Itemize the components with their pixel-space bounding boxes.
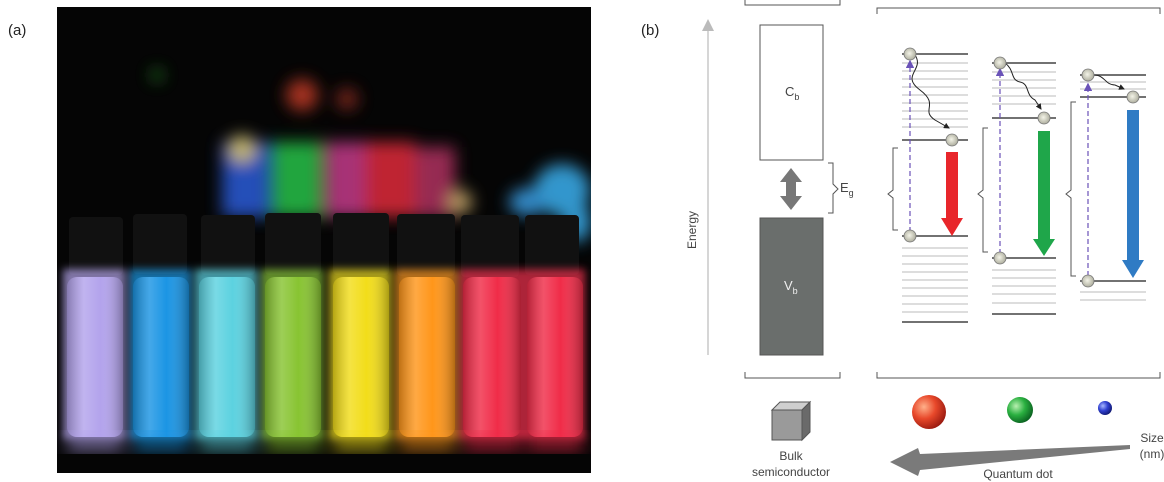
quantum-dot-top-bracket bbox=[876, 7, 1161, 14]
quantum-dot-large-relaxation bbox=[911, 54, 950, 129]
bulk-label-line1: Bulk bbox=[779, 449, 803, 463]
quantum-dot-label: Quantum dot bbox=[983, 467, 1053, 481]
panel-a-label: (a) bbox=[8, 22, 27, 39]
quantum-dot-medium-relaxation bbox=[1004, 62, 1042, 110]
size-label-line2: (nm) bbox=[1140, 447, 1164, 461]
red-emission-arrow-head bbox=[941, 218, 963, 236]
hole-icon bbox=[903, 229, 917, 243]
bulk-bottom-bracket bbox=[744, 372, 841, 379]
bandgap-label: Eg bbox=[840, 180, 854, 198]
bulk-bandgap-double-arrow bbox=[780, 168, 802, 210]
bulk-top-bracket bbox=[744, 0, 841, 6]
small-quantum-dot-sphere bbox=[1098, 401, 1112, 415]
large-quantum-dot-sphere bbox=[912, 395, 946, 429]
blue-emission-arrow-shaft bbox=[1127, 110, 1139, 262]
quantum-dot-small-brace bbox=[1065, 101, 1076, 277]
electron-icon bbox=[1126, 90, 1140, 104]
green-emission-arrow-head bbox=[1033, 239, 1055, 256]
bulk-cube-icon bbox=[770, 400, 812, 442]
quantum-dot-large-brace bbox=[887, 147, 898, 231]
panel-b-label: (b) bbox=[641, 22, 660, 39]
bandgap-brace bbox=[828, 162, 839, 214]
conduction-band-label: Cb bbox=[785, 84, 799, 102]
quantum-dot-large-levels bbox=[902, 53, 968, 323]
valence-band-box bbox=[759, 217, 824, 356]
red-emission-arrow-shaft bbox=[946, 152, 958, 220]
quantum-dot-vials-photo bbox=[57, 7, 591, 473]
band-structure-diagram: Energy Cb Vb Eg bbox=[685, 0, 1164, 481]
electron-icon bbox=[903, 47, 917, 61]
energy-axis-label: Energy bbox=[685, 211, 699, 249]
electron-icon bbox=[993, 56, 1007, 70]
hole-icon bbox=[1081, 274, 1095, 288]
electron-icon bbox=[1037, 111, 1051, 125]
conduction-band-box bbox=[759, 24, 824, 161]
size-decrease-arrow bbox=[890, 445, 1130, 476]
green-emission-arrow-shaft bbox=[1038, 131, 1050, 241]
quantum-dot-bottom-bracket bbox=[876, 372, 1161, 379]
quantum-dot-medium-brace bbox=[977, 127, 988, 253]
blue-emission-arrow-head bbox=[1122, 260, 1144, 278]
electron-icon bbox=[1081, 68, 1095, 82]
electron-icon bbox=[945, 133, 959, 147]
size-label-line1: Size bbox=[1140, 431, 1164, 445]
hole-icon bbox=[993, 251, 1007, 265]
quantum-dot-small-relaxation bbox=[1093, 74, 1125, 90]
bulk-label-line2: semiconductor bbox=[752, 465, 830, 479]
medium-quantum-dot-sphere bbox=[1007, 397, 1033, 423]
valence-band-label: Vb bbox=[784, 278, 798, 296]
